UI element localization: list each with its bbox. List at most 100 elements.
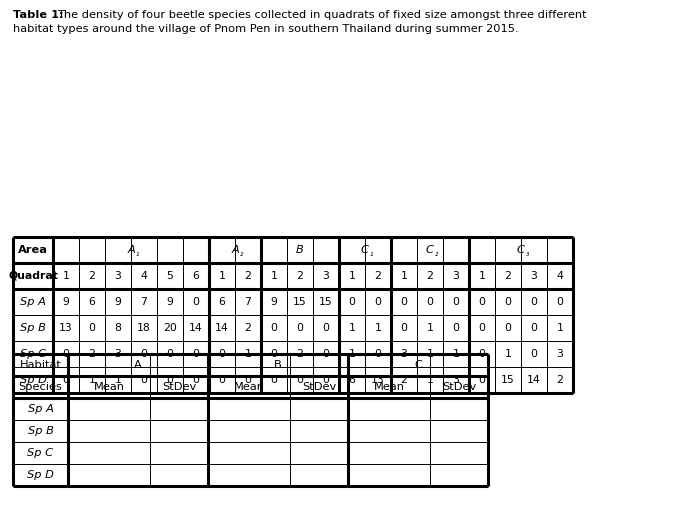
Text: 1: 1 bbox=[349, 323, 356, 333]
Text: 0: 0 bbox=[453, 323, 460, 333]
Text: StDev: StDev bbox=[302, 382, 336, 392]
Text: 1: 1 bbox=[219, 271, 226, 281]
Text: Sp C: Sp C bbox=[28, 448, 54, 458]
Text: 9: 9 bbox=[115, 297, 122, 307]
Text: 13: 13 bbox=[371, 375, 385, 385]
Text: Sp B: Sp B bbox=[20, 323, 46, 333]
Text: 6: 6 bbox=[219, 297, 226, 307]
Text: 0: 0 bbox=[400, 323, 407, 333]
Text: 3: 3 bbox=[323, 271, 330, 281]
Text: 6: 6 bbox=[349, 375, 356, 385]
Text: 0: 0 bbox=[349, 297, 356, 307]
Text: 0: 0 bbox=[193, 349, 200, 359]
Text: 4: 4 bbox=[557, 271, 563, 281]
Text: 18: 18 bbox=[137, 323, 151, 333]
Text: 6: 6 bbox=[193, 271, 200, 281]
Text: 1: 1 bbox=[504, 349, 511, 359]
Text: 2: 2 bbox=[374, 271, 381, 281]
Text: 9: 9 bbox=[270, 297, 277, 307]
Text: 1: 1 bbox=[89, 375, 96, 385]
Text: 2: 2 bbox=[557, 375, 563, 385]
Text: 1: 1 bbox=[349, 271, 356, 281]
Text: 0: 0 bbox=[323, 349, 330, 359]
Text: 1: 1 bbox=[115, 375, 122, 385]
Text: Mean: Mean bbox=[233, 382, 264, 392]
Text: 2: 2 bbox=[89, 271, 96, 281]
Text: 14: 14 bbox=[215, 323, 229, 333]
Text: 0: 0 bbox=[530, 297, 537, 307]
Text: 2: 2 bbox=[89, 349, 96, 359]
Text: 3: 3 bbox=[115, 271, 122, 281]
Text: C: C bbox=[426, 245, 434, 255]
Text: ₂: ₂ bbox=[435, 249, 438, 258]
Text: 9: 9 bbox=[63, 297, 69, 307]
Text: 0: 0 bbox=[530, 323, 537, 333]
Text: StDev: StDev bbox=[162, 382, 196, 392]
Text: 0: 0 bbox=[504, 297, 511, 307]
Text: ₁: ₁ bbox=[136, 249, 139, 258]
Text: C: C bbox=[414, 360, 422, 370]
Text: 1: 1 bbox=[557, 323, 563, 333]
Text: 1: 1 bbox=[244, 349, 251, 359]
Text: 2: 2 bbox=[244, 323, 251, 333]
Text: 0: 0 bbox=[193, 297, 200, 307]
Text: 0: 0 bbox=[63, 349, 69, 359]
Text: 2: 2 bbox=[427, 271, 433, 281]
Text: A: A bbox=[134, 360, 142, 370]
Text: 0: 0 bbox=[323, 323, 330, 333]
Text: 0: 0 bbox=[478, 375, 486, 385]
Text: 0: 0 bbox=[478, 297, 486, 307]
Text: 0: 0 bbox=[89, 323, 96, 333]
Text: 0: 0 bbox=[140, 349, 147, 359]
Text: A: A bbox=[127, 245, 135, 255]
Text: 1: 1 bbox=[427, 375, 433, 385]
Text: B: B bbox=[296, 245, 304, 255]
Text: 7: 7 bbox=[244, 297, 251, 307]
Text: 1: 1 bbox=[479, 271, 486, 281]
Text: 0: 0 bbox=[297, 323, 303, 333]
Text: 0: 0 bbox=[270, 349, 277, 359]
Text: 14: 14 bbox=[189, 323, 203, 333]
Text: Table 1:: Table 1: bbox=[13, 10, 63, 20]
Text: 0: 0 bbox=[219, 349, 226, 359]
Text: 1: 1 bbox=[349, 349, 356, 359]
Text: Sp D: Sp D bbox=[19, 375, 46, 385]
Text: 8: 8 bbox=[115, 323, 122, 333]
Text: 3: 3 bbox=[115, 349, 122, 359]
Text: 1: 1 bbox=[400, 271, 407, 281]
Text: Species: Species bbox=[19, 382, 63, 392]
Text: 0: 0 bbox=[478, 323, 486, 333]
Text: Area: Area bbox=[18, 245, 48, 255]
Text: 0: 0 bbox=[166, 375, 173, 385]
Text: 2: 2 bbox=[400, 375, 407, 385]
Text: 2: 2 bbox=[297, 271, 303, 281]
Text: StDev: StDev bbox=[442, 382, 476, 392]
Text: 0: 0 bbox=[166, 349, 173, 359]
Text: 4: 4 bbox=[140, 271, 147, 281]
Text: 1: 1 bbox=[374, 323, 381, 333]
Text: 0: 0 bbox=[140, 375, 147, 385]
Text: 0: 0 bbox=[427, 297, 433, 307]
Text: 20: 20 bbox=[163, 323, 177, 333]
Text: Sp A: Sp A bbox=[28, 404, 54, 414]
Text: 14: 14 bbox=[527, 375, 541, 385]
Text: 0: 0 bbox=[193, 375, 200, 385]
Text: 1: 1 bbox=[427, 349, 433, 359]
Text: 0: 0 bbox=[323, 375, 330, 385]
Text: 5: 5 bbox=[166, 271, 173, 281]
Text: 0: 0 bbox=[453, 297, 460, 307]
Text: B: B bbox=[274, 360, 282, 370]
Text: ₁: ₁ bbox=[369, 249, 373, 258]
Text: 0: 0 bbox=[270, 375, 277, 385]
Text: 1: 1 bbox=[63, 271, 69, 281]
Text: 0: 0 bbox=[530, 349, 537, 359]
Text: 0: 0 bbox=[374, 297, 382, 307]
Text: Quadrat: Quadrat bbox=[8, 271, 58, 281]
Text: 13: 13 bbox=[59, 323, 73, 333]
Text: 3: 3 bbox=[530, 271, 537, 281]
Text: C: C bbox=[517, 245, 525, 255]
Text: 3: 3 bbox=[400, 349, 407, 359]
Text: 2: 2 bbox=[297, 349, 303, 359]
Text: 15: 15 bbox=[293, 297, 307, 307]
Text: 3: 3 bbox=[453, 375, 460, 385]
